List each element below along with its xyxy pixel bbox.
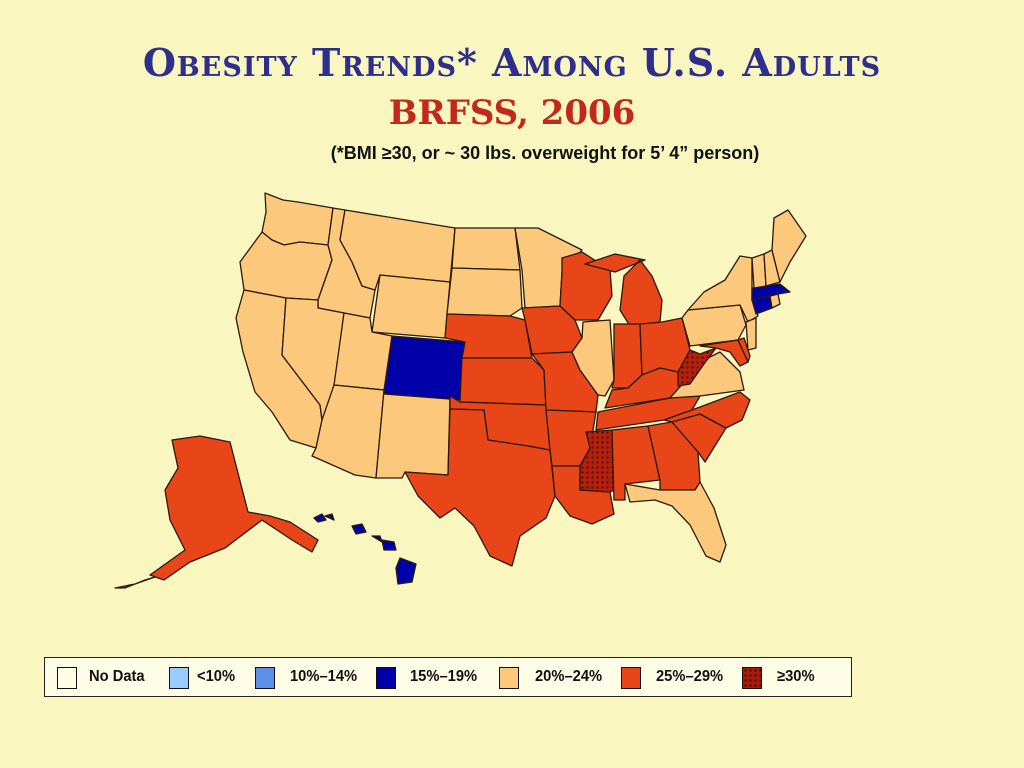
legend-swatch [376, 667, 396, 689]
state-nd [451, 227, 521, 271]
state-ny [687, 255, 759, 323]
state-me [771, 209, 807, 283]
legend-label: 10%–14% [290, 668, 358, 685]
state-fl [624, 481, 727, 563]
bmi-note: (*BMI ≥30, or ~ 30 lbs. overweight for 5… [330, 143, 760, 163]
legend-swatch [621, 667, 641, 689]
state-nj [745, 317, 757, 351]
legend-swatch [57, 667, 77, 689]
legend-label: 15%–19% [410, 668, 478, 685]
legend-swatch [169, 667, 189, 689]
state-tx [404, 408, 556, 567]
state-de [737, 337, 751, 363]
legend: No Data <10% 10%–14% 15%–19% 20%–24% 25%… [44, 657, 852, 697]
state-nc [663, 391, 751, 429]
legend-label: <10% [197, 668, 236, 685]
state-ak [114, 435, 319, 589]
state-hi [313, 513, 417, 585]
state-mi [584, 253, 663, 327]
legend-swatch [742, 667, 762, 689]
state-wy [371, 274, 451, 339]
legend-label: No Data [89, 668, 145, 685]
state-wa [261, 192, 334, 246]
state-co [383, 335, 466, 401]
state-nm [375, 389, 451, 479]
state-ks [459, 357, 547, 406]
legend-swatch [255, 667, 275, 689]
legend-label: 25%–29% [656, 668, 724, 685]
legend-label: 20%–24% [535, 668, 603, 685]
page-subtitle: BRFSS, 2006 [388, 93, 636, 133]
legend-label: ≥30% [777, 668, 815, 685]
legend-swatch [499, 667, 519, 689]
state-wv [677, 347, 717, 387]
state-ma [751, 283, 791, 301]
state-il [571, 319, 615, 397]
state-sd [446, 267, 523, 317]
page-title: Obesity Trends* Among U.S. Adults [142, 40, 882, 85]
state-wi [559, 251, 613, 321]
